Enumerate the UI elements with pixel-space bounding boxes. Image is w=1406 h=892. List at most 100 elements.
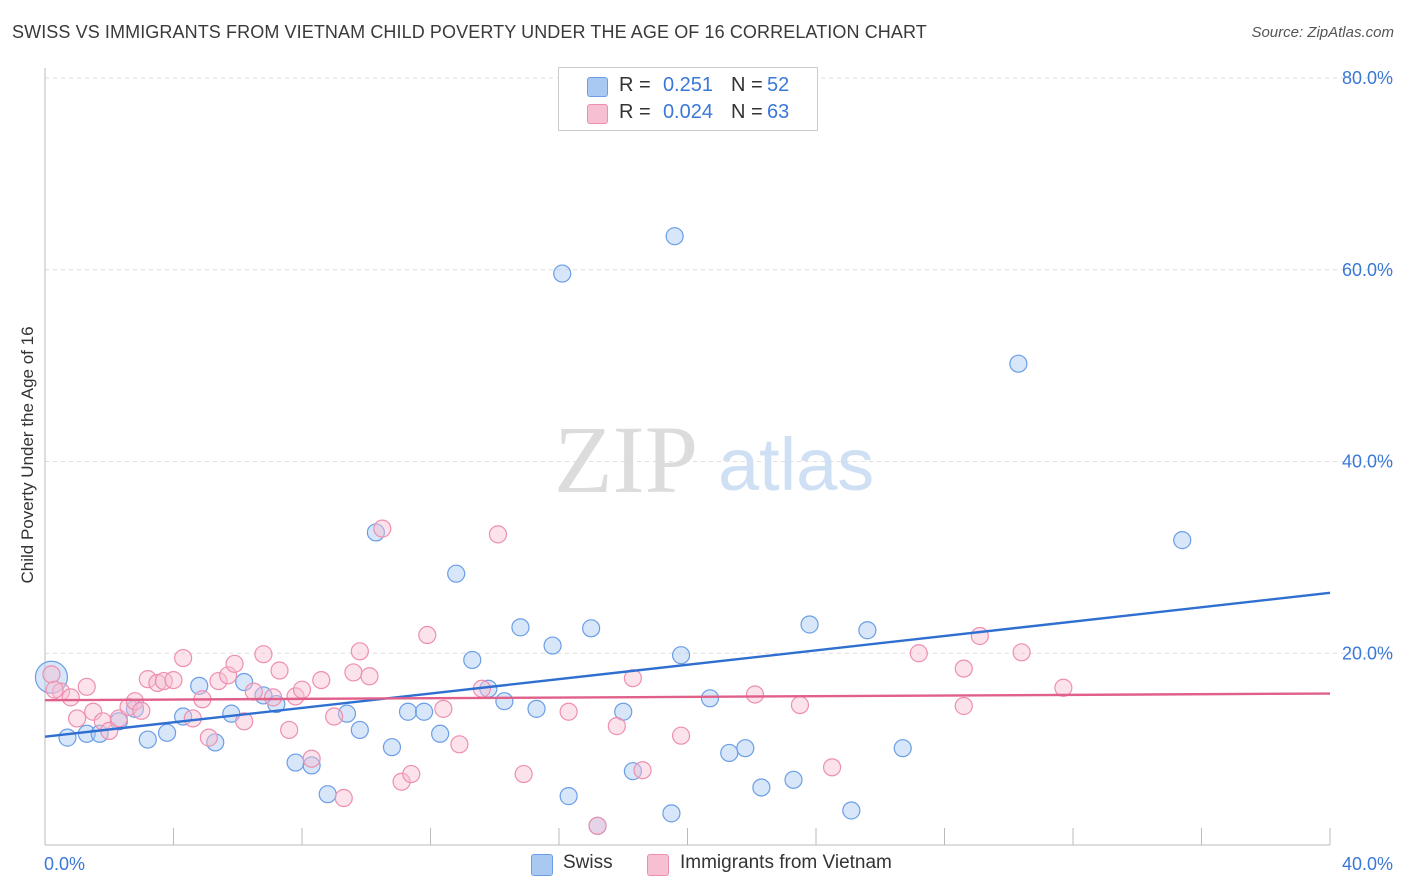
x-tick-label: 40.0% [1342, 854, 1393, 874]
point-swiss [559, 787, 578, 806]
legend-swatch-vietnam [587, 104, 608, 124]
point-vietnam [745, 685, 765, 704]
legend-row-vietnam: R = 0.024 N = 63 [559, 100, 817, 126]
point-vietnam [209, 671, 228, 691]
point-vietnam [970, 626, 989, 646]
point-swiss [527, 699, 546, 718]
point-vietnam [488, 525, 508, 544]
point-swiss [543, 636, 562, 655]
stats-legend: R = 0.251 N = 52 R = 0.024 N = 63 [558, 67, 818, 131]
legend-label-swiss: Swiss [563, 852, 613, 873]
point-swiss [662, 804, 681, 823]
point-vietnam [559, 702, 578, 721]
point-vietnam [77, 677, 96, 696]
y-tick-labels: 20.0% 40.0% 60.0% 80.0% [1342, 68, 1393, 663]
point-vietnam [334, 788, 353, 808]
point-swiss [1173, 531, 1192, 550]
point-vietnam [244, 682, 263, 701]
point-vietnam [138, 670, 157, 689]
point-vietnam [302, 749, 321, 768]
point-vietnam [312, 670, 331, 690]
legend-swatch-swiss [531, 854, 553, 876]
axes [44, 68, 1331, 846]
point-vietnam [84, 702, 103, 721]
point-swiss [700, 689, 720, 708]
point-swiss [414, 702, 434, 721]
point-vietnam [607, 717, 626, 736]
point-swiss [511, 618, 530, 637]
point-vietnam [360, 667, 379, 686]
legend-n-value-vietnam: 63 [767, 101, 790, 123]
series-legend: Swiss Immigrants from Vietnam [0, 852, 1406, 878]
legend-r-label: R = [619, 101, 651, 123]
point-vietnam [219, 666, 238, 685]
point-vietnam [344, 663, 363, 682]
point-swiss [190, 676, 209, 695]
point-swiss [623, 762, 642, 781]
point-vietnam [164, 670, 183, 690]
point-swiss [463, 650, 482, 670]
point-vietnam [1054, 678, 1073, 697]
point-vietnam [1012, 643, 1031, 662]
point-vietnam [954, 659, 973, 678]
legend-r-label: R = [619, 74, 651, 96]
point-vietnam [45, 680, 64, 699]
point-vietnam [174, 648, 193, 668]
point-vietnam [325, 707, 344, 726]
point-swiss [286, 753, 305, 772]
point-vietnam [633, 761, 652, 780]
point-swiss [235, 672, 254, 692]
point-vietnam [154, 671, 173, 691]
point-vietnam [350, 642, 369, 661]
point-swiss [431, 724, 450, 743]
point-swiss [398, 702, 418, 721]
watermark: ZIP atlas [554, 406, 874, 513]
point-vietnam [199, 728, 218, 747]
legend-r-value-vietnam: 0.024 [662, 101, 713, 123]
point-vietnam [235, 712, 254, 731]
point-swiss [671, 646, 691, 665]
trend-line-swiss [44, 591, 1331, 738]
point-swiss [157, 723, 177, 742]
point-swiss [893, 739, 912, 758]
point-vietnam [132, 701, 151, 720]
point-vietnam [514, 764, 533, 784]
point-swiss [784, 770, 803, 789]
point-vietnam [434, 699, 453, 718]
point-swiss [858, 621, 877, 640]
legend-label-vietnam: Immigrants from Vietnam [680, 852, 892, 873]
point-swiss [138, 730, 157, 749]
trend-line-vietnam [44, 692, 1331, 702]
point-vietnam [392, 772, 411, 791]
point-swiss [447, 564, 466, 583]
point-vietnam [254, 645, 273, 664]
trend-lines [44, 591, 1331, 738]
point-vietnam [790, 695, 810, 715]
point-vietnam [61, 688, 80, 707]
point-swiss [582, 619, 601, 638]
point-vietnam [292, 680, 312, 699]
point-vietnam [280, 720, 299, 740]
watermark-zip: ZIP [554, 406, 698, 513]
point-swiss [736, 739, 755, 758]
chart-title: SWISS VS IMMIGRANTS FROM VIETNAM CHILD P… [12, 22, 927, 42]
point-swiss [553, 264, 572, 283]
point-vietnam [42, 665, 61, 684]
legend-swatch-swiss [587, 77, 608, 97]
y-tick-label: 40.0% [1342, 452, 1393, 472]
point-vietnam [418, 625, 437, 645]
point-vietnam [954, 696, 973, 716]
legend-n-label: N = [731, 74, 763, 96]
legend-swatch-vietnam [647, 854, 669, 876]
point-swiss [34, 660, 69, 694]
watermark-atlas: atlas [718, 423, 874, 506]
y-tick-label: 80.0% [1342, 68, 1393, 88]
source-label: Source: ZipAtlas.com [1251, 24, 1394, 41]
legend-row-swiss: R = 0.251 N = 52 [559, 73, 817, 99]
x-tick-labels: 0.0% 40.0% [44, 854, 1393, 874]
point-swiss [720, 743, 739, 763]
point-swiss [350, 720, 369, 740]
point-vietnam [588, 816, 607, 835]
legend-n-label: N = [731, 101, 763, 123]
